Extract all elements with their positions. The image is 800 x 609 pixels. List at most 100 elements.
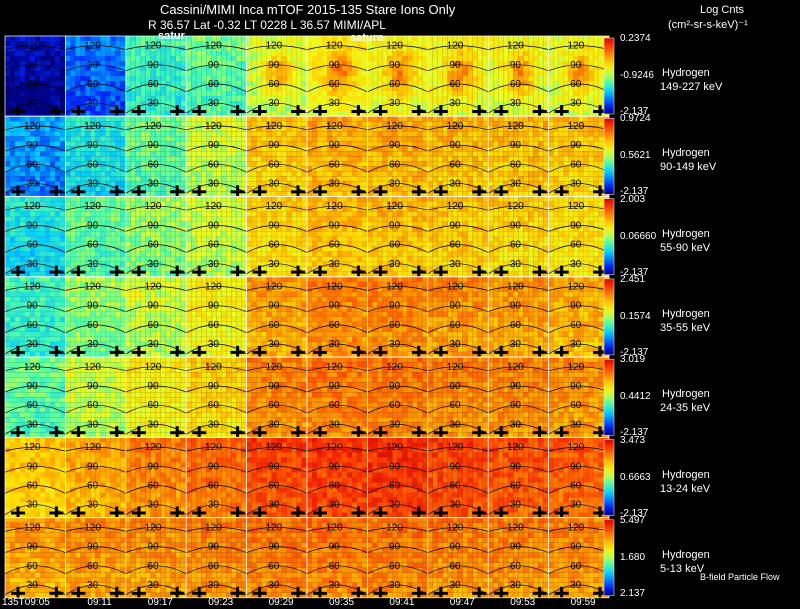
heatmap-cell [10, 231, 15, 237]
heatmap-cell [427, 131, 433, 137]
heatmap-cell [175, 156, 181, 162]
heatmap-cell [467, 86, 473, 91]
heatmap-cell [412, 106, 418, 111]
heatmap-cell [115, 171, 121, 177]
heatmap-cell [80, 116, 86, 122]
heatmap-cell [140, 201, 146, 207]
heatmap-cell [160, 126, 166, 132]
heatmap-cell [95, 161, 101, 167]
heatmap-cell [578, 56, 584, 61]
heatmap-cell [135, 141, 141, 147]
heatmap-cell [467, 181, 473, 187]
heatmap-cell [347, 146, 352, 152]
heatmap-cell [45, 206, 50, 212]
heatmap-cell [206, 66, 212, 71]
heatmap-cell [472, 41, 478, 46]
heatmap-cell [130, 181, 136, 187]
heatmap-cell [332, 36, 337, 41]
heatmap-cell [452, 186, 458, 192]
heatmap-cell [392, 186, 398, 192]
cross-marker [54, 105, 58, 117]
heatmap-cell [65, 156, 71, 162]
heatmap-cell [45, 241, 50, 247]
heatmap-cell [160, 201, 166, 207]
heatmap-cell [246, 161, 252, 167]
heatmap-cell [472, 186, 478, 192]
heatmap-cell [327, 91, 332, 96]
heatmap-cell [175, 171, 181, 177]
cross-marker [598, 185, 602, 198]
heatmap-cell [180, 181, 186, 187]
heatmap-cell [25, 41, 30, 46]
heatmap-cell [10, 206, 15, 212]
heatmap-cell [281, 91, 287, 96]
heatmap-cell [462, 136, 468, 142]
heatmap-cell [472, 61, 478, 66]
heatmap-cell [25, 156, 30, 162]
heatmap-cell [246, 141, 252, 147]
heatmap-cell [251, 81, 257, 86]
heatmap-cell [538, 101, 544, 106]
heatmap-cell [523, 46, 529, 51]
heatmap-cell [407, 141, 413, 147]
heatmap-cell [15, 216, 20, 222]
heatmap-cell [442, 111, 448, 116]
heatmap-cell [165, 151, 171, 157]
heatmap-cell [558, 101, 564, 106]
heatmap-cell [261, 191, 267, 197]
heatmap-cell [261, 51, 267, 56]
contour-line [65, 144, 126, 152]
heatmap-cell [150, 36, 156, 41]
heatmap-cell [291, 136, 297, 142]
heatmap-cell [322, 121, 327, 127]
heatmap-cell [135, 216, 141, 222]
heatmap-cell [276, 156, 282, 162]
heatmap-cell [15, 171, 20, 177]
heatmap-cell [281, 61, 287, 66]
orbit-info: R 36.57 Lat -0.32 LT 0228 L 36.57 MIMI/A… [148, 18, 386, 32]
heatmap-cell [553, 116, 559, 122]
heatmap-cell [488, 46, 494, 51]
heatmap-cell [120, 51, 126, 56]
heatmap-cell [342, 106, 347, 111]
heatmap-cell [472, 101, 478, 106]
heatmap-cell [145, 221, 151, 227]
heatmap-cell [382, 101, 388, 106]
heatmap-cell [180, 91, 186, 96]
heatmap-cell [523, 56, 529, 61]
heatmap-cell [80, 96, 86, 101]
heatmap-cell [427, 76, 433, 81]
heatmap-cell [402, 156, 408, 162]
contour-label: 30 [27, 259, 39, 270]
heatmap-cell [578, 146, 584, 152]
heatmap-cell [145, 136, 151, 142]
heatmap-cell [312, 41, 317, 46]
heatmap-cell [15, 251, 20, 257]
heatmap-cell [206, 86, 212, 91]
heatmap-cell [15, 246, 20, 252]
heatmap-cell [462, 191, 468, 197]
heatmap-cell [472, 81, 478, 86]
heatmap-cell [553, 76, 559, 81]
heatmap-cell [256, 171, 262, 177]
heatmap-cell [105, 166, 111, 172]
heatmap-cell [462, 131, 468, 137]
heatmap-cell [266, 161, 272, 167]
heatmap-cell [5, 216, 10, 222]
contour-label: 120 [567, 41, 584, 52]
heatmap-cell [367, 81, 373, 86]
heatmap-cell [40, 196, 45, 202]
heatmap-cell [45, 131, 50, 137]
heatmap-cell [170, 91, 176, 96]
heatmap-cell [186, 191, 192, 197]
heatmap-cell [286, 36, 292, 41]
heatmap-cell [347, 161, 352, 167]
heatmap-cell [598, 71, 604, 76]
heatmap-cell [155, 56, 161, 61]
heatmap-cell [543, 36, 549, 41]
heatmap-cell [467, 141, 473, 147]
heatmap-cell [588, 176, 594, 182]
heatmap-cell [266, 156, 272, 162]
heatmap-cell [442, 121, 448, 127]
heatmap-cell [523, 176, 529, 182]
